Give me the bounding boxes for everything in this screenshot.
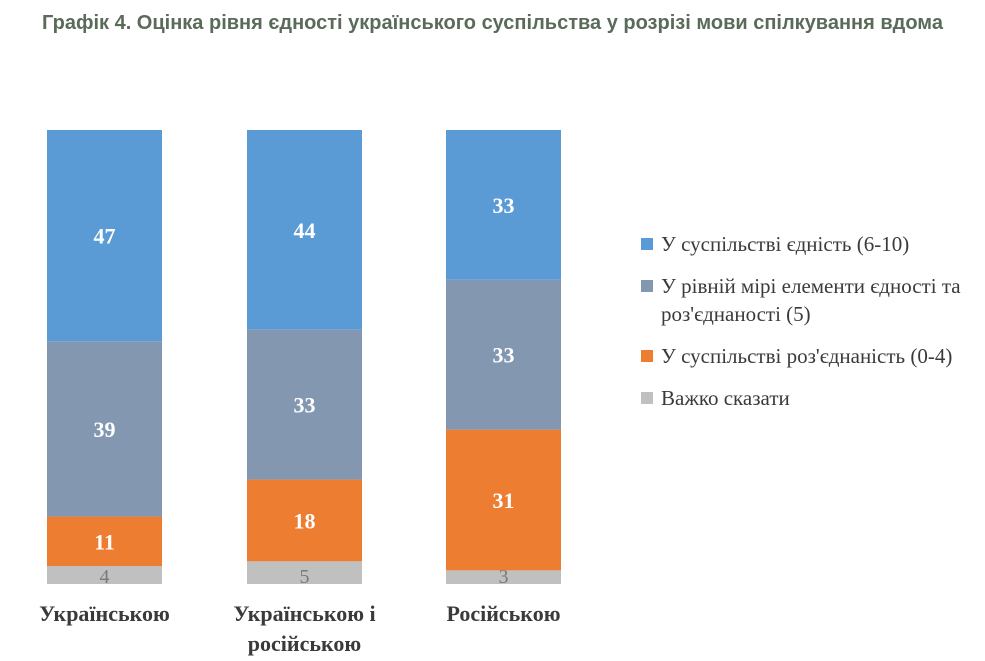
data-label-ukrainian-division: 11 [94,529,115,554]
data-label-ukrainian-russian-unity: 44 [294,218,316,243]
legend-item-division: У суспільстві роз'єднаність (0-4) [641,342,971,370]
bar-ukrainian-russian-unity [247,130,362,330]
chart-legend: У суспільстві єдність (6-10) У рівній мір… [641,230,971,426]
data-label-russian-division: 31 [493,488,515,513]
legend-swatch-hard-to-say [641,392,653,404]
bar-ukrainian-russian-hard-to-say [247,561,362,584]
bar-ukrainian-hard-to-say [47,566,162,584]
legend-label-division: У суспільстві роз'єднаність (0-4) [661,344,953,368]
bar-russian-hard-to-say [446,570,561,584]
data-label-ukrainian-equal: 39 [94,417,116,442]
bar-ukrainian-equal [47,341,162,517]
legend-label-hard-to-say: Важко сказати [661,386,790,410]
bar-russian-division [446,429,561,571]
bar-ukrainian-russian-equal [247,329,362,480]
data-label-ukrainian-russian-division: 18 [294,508,316,533]
data-label-ukrainian-unity: 47 [94,224,116,249]
data-label-russian-unity: 33 [493,193,515,218]
bar-ukrainian-unity [47,130,162,342]
data-label-ukrainian-hard-to-say: 4 [100,566,110,588]
legend-swatch-equal [641,280,653,292]
legend-swatch-unity [641,238,653,250]
bar-ukrainian-division [47,516,162,567]
legend-item-hard-to-say: Важко сказати [641,384,971,412]
bar-russian-equal [446,279,561,430]
legend-swatch-division [641,350,653,362]
data-label-russian-equal: 33 [493,343,515,368]
category-label-ukrainian-russian-line2: російською [248,631,361,656]
category-label-ukrainian: Українською [39,601,170,626]
legend-item-unity: У суспільстві єдність (6-10) [641,230,971,258]
category-label-russian: Російською [446,601,560,626]
legend-item-equal: У рівній мірі елементи єдності та роз'єд… [641,272,971,328]
bar-russian-unity [446,130,561,280]
data-label-russian-hard-to-say: 3 [499,566,509,588]
data-label-ukrainian-russian-equal: 33 [294,393,316,418]
bar-ukrainian-russian-division [247,479,362,562]
legend-label-equal: У рівній мірі елементи єдності та роз'єд… [661,274,961,326]
data-label-ukrainian-russian-hard-to-say: 5 [300,566,310,588]
legend-label-unity: У суспільстві єдність (6-10) [661,232,910,256]
category-label-ukrainian-russian: Українською і [233,601,375,626]
chart-title: Графік 4. Оцінка рівня єдності українськ… [42,12,943,34]
